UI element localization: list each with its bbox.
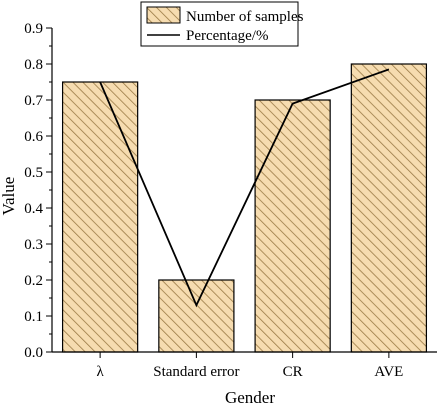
- y-tick-label: 0.2: [24, 273, 43, 289]
- bar-1: [158, 279, 235, 353]
- legend-label-line: Percentage/%: [186, 28, 268, 44]
- y-axis-title: Value: [0, 177, 18, 216]
- x-axis-title: Gender: [225, 388, 275, 407]
- y-tick-label: 0.0: [24, 345, 43, 361]
- y-tick-label: 0.4: [24, 201, 43, 217]
- bars: [61, 63, 428, 353]
- legend: Number of samples Percentage/%: [140, 1, 304, 47]
- x-ticks: λ Standard error CR AVE: [96, 352, 403, 380]
- bar-3: [350, 63, 428, 353]
- legend-label-bar: Number of samples: [186, 9, 304, 25]
- x-tick-label: λ: [96, 364, 104, 380]
- y-tick-label: 0.3: [24, 237, 43, 253]
- y-tick-label: 0.8: [24, 57, 43, 73]
- y-tick-label: 0.9: [24, 21, 43, 37]
- y-tick-label: 0.6: [24, 129, 43, 145]
- x-tick-label: CR: [283, 364, 303, 380]
- series-line: [99, 68, 390, 308]
- legend-swatch-bar: [146, 6, 181, 24]
- bar-0: [61, 81, 139, 353]
- bar-2: [254, 99, 331, 353]
- x-tick-label: AVE: [374, 364, 403, 380]
- x-tick-label: Standard error: [153, 364, 239, 380]
- y-tick-label: 0.7: [24, 93, 43, 109]
- y-ticks: 0.0 0.1 0.2 0.3 0.4 0.5 0.6 0.7 0.8 0.9: [24, 21, 52, 361]
- y-tick-label: 0.1: [24, 309, 43, 325]
- y-tick-label: 0.5: [24, 165, 43, 181]
- line-series: [99, 68, 390, 308]
